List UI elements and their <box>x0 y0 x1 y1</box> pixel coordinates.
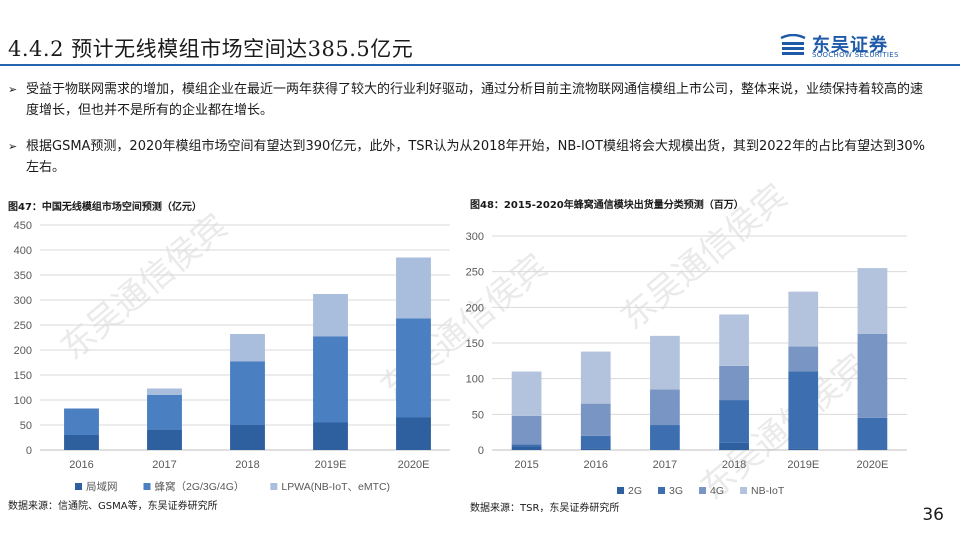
brand-logo: 东吴证券 SOOCHOW SECURITIES <box>778 31 928 61</box>
bar-segment <box>147 388 182 395</box>
bar-segment <box>147 395 182 430</box>
bar-segment <box>719 400 749 443</box>
bar-segment <box>650 389 680 426</box>
bar-segment <box>857 417 888 450</box>
y-tick-label: 100 <box>466 374 484 386</box>
bar-segment <box>788 291 819 347</box>
legend-swatch <box>143 483 151 490</box>
bullet-item: ➢ 根据GSMA预测，2020年模组市场空间有望达到390亿元，此外，TSR认为… <box>8 136 928 178</box>
bar-segment <box>650 335 680 390</box>
bullet-text: 根据GSMA预测，2020年模组市场空间有望达到390亿元，此外，TSR认为从2… <box>26 139 925 175</box>
x-tick-label: 2018 <box>722 459 746 471</box>
source-note: 数据来源：TSR，东吴证券研究所 <box>470 503 620 514</box>
y-tick-label: 450 <box>14 220 32 232</box>
bar-segment <box>788 371 819 449</box>
bar-segment <box>230 334 265 362</box>
page-number: 36 <box>922 505 944 525</box>
legend-label: 4G <box>710 485 724 494</box>
legend-swatch <box>75 483 82 490</box>
x-tick-label: 2016 <box>69 459 93 471</box>
y-tick-label: 50 <box>20 420 32 432</box>
bar-segment <box>857 268 888 334</box>
x-tick-label: 2019E <box>315 459 347 471</box>
legend-swatch <box>699 487 707 494</box>
legend-label: NB-IoT <box>751 485 785 494</box>
chart1-market-size: 0 50 100 150 200 250 300 350 400 450 2016 2017 2018 2… <box>14 220 450 493</box>
bullet-text: 受益于物联网需求的增加，模组企业在最近一两年获得了较大的行业利好驱动，通过分析目… <box>26 82 924 118</box>
bullet-item: ➢ 受益于物联网需求的增加，模组企业在最近一两年获得了较大的行业利好驱动，通过分… <box>8 79 928 121</box>
bar-segment <box>313 422 348 450</box>
y-tick-label: 200 <box>14 345 32 357</box>
y-tick-label: 350 <box>14 270 32 282</box>
bar-segment <box>719 314 749 366</box>
legend-label: LPWA(NB-IoT、eMTC) <box>281 481 390 493</box>
legend-label: 3G <box>669 485 683 494</box>
bar-segment <box>230 425 265 450</box>
legend-label: 2G <box>628 485 642 494</box>
logo-text-cn: 东吴证券 <box>812 35 888 56</box>
bar-segment <box>719 365 749 401</box>
chart2-title: 图48：2015-2020年蜂窝通信模块出货量分类预测（百万） <box>470 200 744 211</box>
x-tick-label: 2020E <box>857 459 889 471</box>
legend-swatch <box>617 487 624 494</box>
bar-segment <box>64 408 99 435</box>
logo-text-en: SOOCHOW SECURITIES <box>812 51 899 59</box>
y-tick-label: 200 <box>466 302 484 314</box>
logo-icon <box>780 34 806 55</box>
x-tick-label: 2017 <box>653 459 677 471</box>
bar-segment <box>580 435 611 449</box>
legend-label: 蜂窝（2G/3G/4G） <box>155 480 245 493</box>
legend-label: 局域网 <box>86 480 118 493</box>
x-tick-label: 2019E <box>787 459 819 471</box>
chart2-shipment-forecast: 0 50 100 150 200 250 300 2015 2016 2017 2018 2019E 2… <box>466 231 907 494</box>
bar-segment <box>511 371 542 416</box>
bar-segment <box>396 417 431 450</box>
header-divider <box>0 64 960 66</box>
bar-segment <box>719 442 749 450</box>
source-note: 数据来源：信通院、GSMA等，东吴证券研究所 <box>8 501 218 512</box>
bar-segment <box>313 294 348 337</box>
bar-segment <box>64 435 99 450</box>
arrow-bullet-icon: ➢ <box>8 83 18 96</box>
bar-segment <box>313 336 348 423</box>
y-tick-label: 150 <box>14 370 32 382</box>
bar-segment <box>511 446 542 450</box>
y-tick-label: 150 <box>466 338 484 350</box>
y-tick-label: 50 <box>472 409 484 421</box>
bar-segment <box>857 333 888 418</box>
y-tick-label: 250 <box>466 267 484 279</box>
x-tick-label: 2017 <box>152 459 176 471</box>
chart1-title: 图47：中国无线模组市场空间预测（亿元） <box>8 202 202 213</box>
bar-segment <box>396 318 431 418</box>
bar-segment <box>396 257 431 319</box>
legend-swatch <box>740 487 748 494</box>
x-tick-label: 2015 <box>514 459 538 471</box>
page-title: 4.4.2 预计无线模组市场空间达385.5亿元 <box>8 37 414 61</box>
x-tick-label: 2020E <box>398 459 430 471</box>
legend-swatch <box>270 483 278 490</box>
bar-segment <box>511 415 542 445</box>
bar-segment <box>230 361 265 425</box>
bar-segment <box>511 444 542 447</box>
bar-segment <box>580 403 611 436</box>
arrow-bullet-icon: ➢ <box>8 140 18 153</box>
x-tick-label: 2016 <box>584 459 608 471</box>
bar-segment <box>650 425 680 450</box>
legend-swatch <box>658 487 666 494</box>
y-tick-label: 400 <box>14 245 32 257</box>
bar-segment <box>580 448 611 450</box>
bar-segment <box>788 448 819 450</box>
y-tick-label: 300 <box>466 231 484 243</box>
y-tick-label: 250 <box>14 320 32 332</box>
y-tick-label: 0 <box>26 445 32 457</box>
y-tick-label: 100 <box>14 395 32 407</box>
y-tick-label: 0 <box>478 445 484 457</box>
bar-segment <box>147 430 182 450</box>
y-tick-label: 300 <box>14 295 32 307</box>
bar-segment <box>788 346 819 372</box>
x-tick-label: 2018 <box>235 459 259 471</box>
bar-segment <box>580 351 611 404</box>
